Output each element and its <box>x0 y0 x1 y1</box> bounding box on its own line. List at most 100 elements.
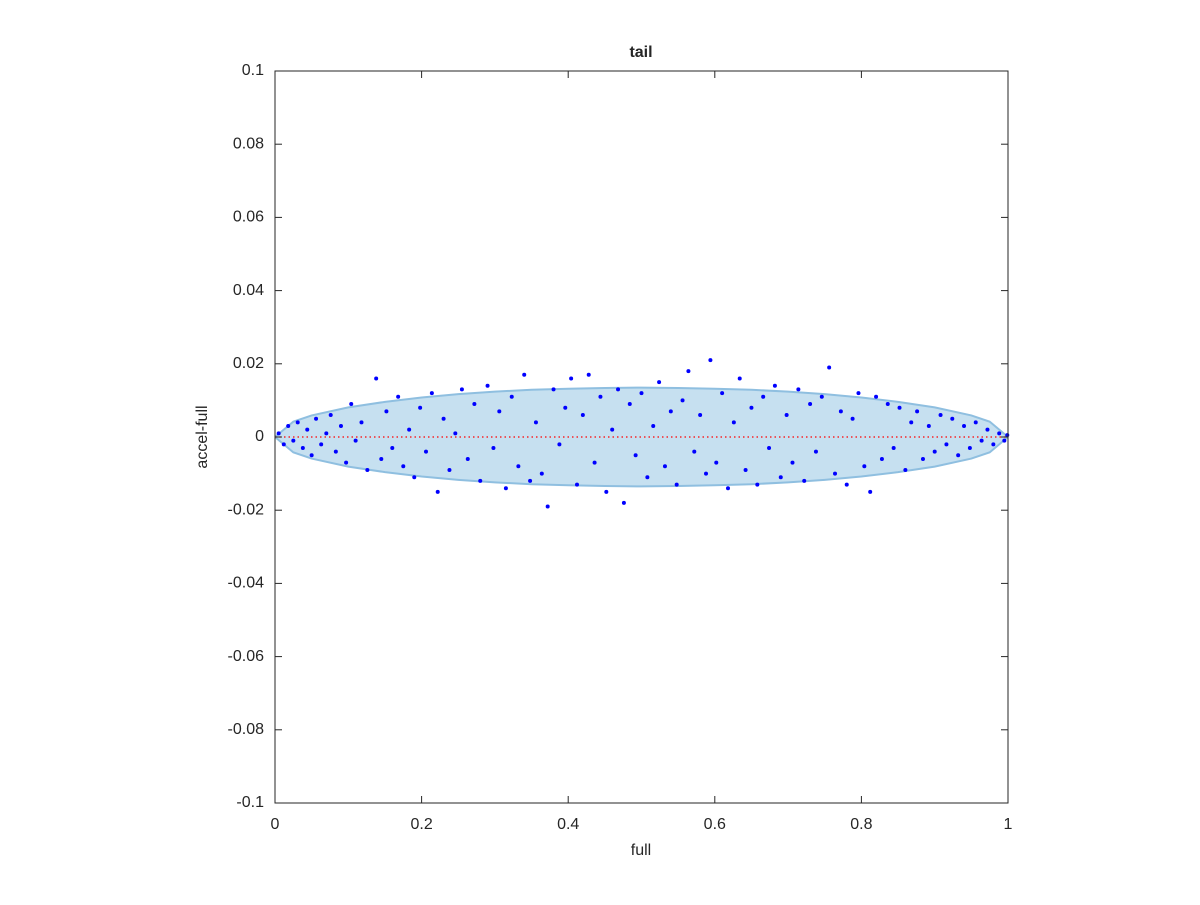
scatter-point <box>979 438 984 443</box>
scatter-point <box>349 402 354 407</box>
scatter-point <box>333 449 338 454</box>
x-tick-label: 0.6 <box>704 816 726 833</box>
scatter-point <box>379 456 384 461</box>
scatter-point <box>309 453 314 458</box>
scatter-point <box>429 391 434 396</box>
scatter-point <box>944 442 949 447</box>
scatter-point <box>856 391 861 396</box>
scatter-point <box>291 438 296 443</box>
scatter-point <box>314 416 319 421</box>
scatter-point <box>973 420 978 425</box>
y-tick-label: -0.06 <box>228 648 265 665</box>
scatter-point <box>686 369 691 374</box>
scatter-point <box>491 445 496 450</box>
scatter-point <box>819 394 824 399</box>
scatter-point <box>784 413 789 418</box>
y-tick-label: -0.08 <box>228 721 265 738</box>
x-tick-label: 0 <box>271 816 280 833</box>
scatter-point <box>920 456 925 461</box>
scatter-point <box>985 427 990 432</box>
scatter-point <box>545 504 550 509</box>
scatter-point <box>551 387 556 392</box>
x-axis-label: full <box>631 842 651 859</box>
scatter-point <box>503 486 508 491</box>
scatter-point <box>401 464 406 469</box>
scatter-point <box>359 420 364 425</box>
scatter-point <box>338 424 343 429</box>
y-axis-label: accel-full <box>194 405 211 468</box>
scatter-point <box>569 376 574 381</box>
scatter-point <box>725 486 730 491</box>
scatter-point <box>305 427 310 432</box>
scatter-point <box>796 387 801 392</box>
scatter-point <box>891 445 896 450</box>
scatter-point <box>447 467 452 472</box>
scatter-point <box>627 402 632 407</box>
scatter-point <box>903 467 908 472</box>
scatter-point <box>932 449 937 454</box>
scatter-point <box>592 460 597 465</box>
scatter-point <box>276 431 281 436</box>
scatter-point <box>827 365 832 370</box>
scatter-point <box>453 431 458 436</box>
scatter-point <box>874 394 879 399</box>
scatter-point <box>586 372 591 377</box>
band-edge <box>274 386 1009 438</box>
scatter-point <box>674 482 679 487</box>
scatter-point <box>286 424 291 429</box>
scatter-point <box>850 416 855 421</box>
scatter-point <box>915 409 920 414</box>
scatter-point <box>522 372 527 377</box>
scatter-point <box>396 394 401 399</box>
scatter-point <box>714 460 719 465</box>
scatter-point <box>465 456 470 461</box>
scatter-point <box>557 442 562 447</box>
scatter-point <box>962 424 967 429</box>
scatter-point <box>720 391 725 396</box>
scatter-point <box>813 449 818 454</box>
scatter-point <box>772 383 777 388</box>
scatter-point <box>328 413 333 418</box>
scatter-point <box>459 387 464 392</box>
scatter-point <box>743 467 748 472</box>
scatter-point <box>533 420 538 425</box>
scatter-point <box>838 409 843 414</box>
scatter-point <box>761 394 766 399</box>
scatter-point <box>485 383 490 388</box>
scatter-point <box>737 376 742 381</box>
scatter-point <box>319 442 324 447</box>
scatter-point <box>662 464 667 469</box>
x-tick-label: 0.8 <box>850 816 872 833</box>
scatter-point <box>862 464 867 469</box>
y-tick-label: -0.1 <box>236 794 264 811</box>
scatter-point <box>879 456 884 461</box>
scatter-point <box>956 453 961 458</box>
scatter-point <box>790 460 795 465</box>
scatter-point <box>528 478 533 483</box>
scatter-point <box>324 431 329 436</box>
x-tick-label: 0.4 <box>557 816 579 833</box>
scatter-point <box>708 358 713 363</box>
scatter-point <box>384 409 389 414</box>
scatter-point <box>680 398 685 403</box>
chart-title: tail <box>629 44 652 61</box>
scatter-point <box>657 380 662 385</box>
scatter-point <box>616 387 621 392</box>
scatter-point <box>435 489 440 494</box>
scatter-point <box>610 427 615 432</box>
scatter-point <box>472 402 477 407</box>
scatter-point <box>767 445 772 450</box>
scatter-point <box>808 402 813 407</box>
scatter-point <box>885 402 890 407</box>
scatter-point <box>300 445 305 450</box>
scatter-point <box>938 413 943 418</box>
y-tick-label: -0.04 <box>228 575 265 592</box>
scatter-point <box>833 471 838 476</box>
scatter-point <box>967 445 972 450</box>
scatter-point <box>516 464 521 469</box>
scatter-point <box>412 475 417 480</box>
scatter-point <box>1002 438 1007 443</box>
scatter-point <box>868 489 873 494</box>
scatter-point <box>621 500 626 505</box>
scatter-point <box>802 478 807 483</box>
